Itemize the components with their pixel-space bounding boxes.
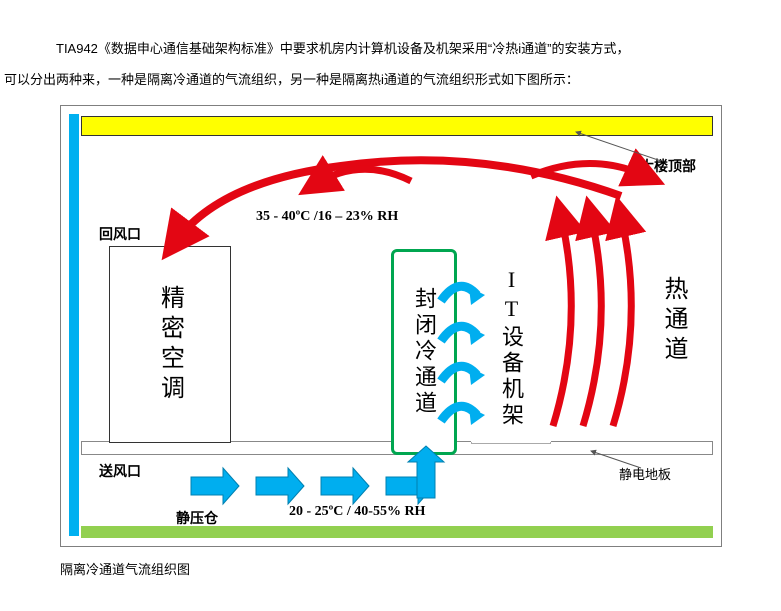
plenum-label: 静压仓 [176,508,218,528]
roof-bar [81,116,713,136]
diagram-caption: 隔离冷通道气流组织图 [60,559,751,578]
return-air-label: 回风口 [99,224,141,244]
hot-temp-rh-label: 35 - 40ºC /16 – 23% RH [256,209,398,225]
intro-line2: 可以分出两种来，一种是隔离冷通道的气流组织，另一种是隔离热i通道的气流组织形式如… [4,72,579,87]
intro-paragraph: TIA942《数据申心通信基础架构标准》中要求机房内计算机设备及机架采用“冷热i… [30,33,751,95]
raised-floor-label: 静电地板 [619,464,671,483]
cold-aisle-label: 封闭冷通道 [408,287,440,417]
airflow-diagram: 精密空调 IT设备机架 封闭冷通道 热通道 大楼顶部 回风口 送风口 静压仓 静… [60,105,722,547]
rack-label: IT设备机架 [495,267,527,429]
it-rack: IT设备机架 [471,254,551,442]
crac-unit: 精密空调 [109,246,231,443]
crac-label: 精密空调 [153,285,188,405]
intro-line1: TIA942《数据申心通信基础架构标准》中要求机房内计算机设备及机架采用“冷热i… [56,41,629,56]
supply-air-label: 送风口 [99,461,141,481]
cold-aisle-containment: 封闭冷通道 [391,249,457,455]
left-wall [69,114,79,536]
cold-temp-rh-label: 20 - 25ºC / 40-55% RH [289,504,425,520]
roof-label: 大楼顶部 [640,156,696,176]
hot-aisle: 热通道 [621,276,726,366]
hot-aisle-label: 热通道 [656,276,691,366]
